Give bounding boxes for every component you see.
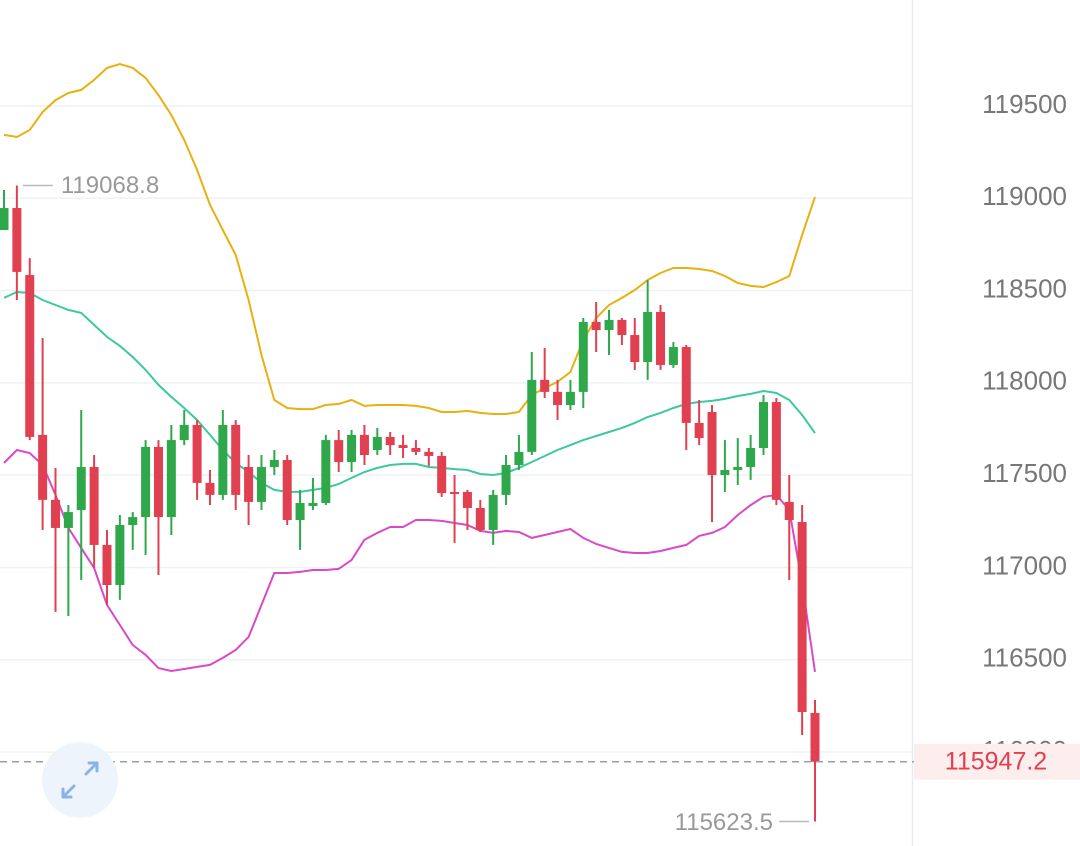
- y-tick-label: 118500: [982, 273, 1067, 303]
- candle-body: [38, 434, 48, 500]
- candle-body: [359, 434, 369, 456]
- candle-body: [681, 347, 691, 423]
- candle-body: [141, 446, 151, 518]
- candle-body: [205, 482, 215, 495]
- candle-body: [50, 499, 60, 528]
- candle-body: [308, 503, 318, 506]
- expand-button[interactable]: [42, 742, 118, 818]
- candle-body: [514, 451, 524, 465]
- candle-body: [501, 464, 511, 495]
- candle-body: [102, 544, 112, 585]
- y-tick-label: 119000: [982, 181, 1067, 211]
- candle-body: [282, 460, 292, 521]
- candle-body: [553, 391, 563, 406]
- candle-body: [321, 440, 331, 504]
- candle-body: [810, 712, 820, 762]
- last-price-label: 115947.2: [945, 747, 1047, 775]
- candle-body: [347, 434, 357, 463]
- expand-button-bg[interactable]: [42, 742, 118, 818]
- candle-body: [475, 508, 485, 530]
- candle-body: [604, 319, 614, 331]
- expand-icon[interactable]: [61, 761, 99, 799]
- low-label: 115623.5: [675, 809, 773, 836]
- candle-body: [540, 379, 550, 392]
- candle-body: [12, 208, 22, 272]
- candle-body: [759, 402, 769, 449]
- annotations: 115947.2 119068.8 115623.5: [0, 172, 1080, 836]
- y-tick-label: 118000: [982, 366, 1067, 396]
- grid: 1160001165001170001175001180001185001190…: [0, 89, 1067, 765]
- candle-body: [128, 517, 138, 525]
- candle-body: [269, 460, 279, 468]
- y-tick-label: 117000: [982, 550, 1067, 580]
- candle-body: [153, 446, 163, 518]
- candle-body: [591, 321, 601, 331]
- candle-body: [707, 412, 717, 475]
- candle-body: [656, 311, 666, 365]
- candle-body: [488, 494, 498, 530]
- last-price-tag: [914, 743, 1080, 780]
- candle-body: [424, 451, 434, 456]
- band-line: [3, 448, 816, 673]
- candle-body: [450, 491, 460, 494]
- y-tick-label: 116500: [982, 643, 1067, 673]
- candle-body: [462, 491, 472, 509]
- candle-body: [385, 436, 395, 446]
- candles: [0, 185, 820, 822]
- candle-body: [192, 424, 202, 483]
- candle-body: [720, 469, 730, 475]
- candle-body: [0, 208, 9, 231]
- candle-body: [617, 319, 627, 336]
- candle-body: [746, 448, 756, 468]
- bands: [3, 63, 816, 673]
- candle-body: [166, 440, 176, 518]
- candle-body: [218, 424, 228, 495]
- candle-body: [295, 503, 305, 521]
- band-line: [3, 63, 816, 415]
- candle-body: [784, 501, 794, 521]
- candle-body: [578, 321, 588, 392]
- candle-body: [256, 467, 266, 502]
- candle-body: [89, 467, 99, 545]
- candle-body: [25, 275, 35, 437]
- candle-body: [179, 424, 189, 441]
- candle-body: [797, 522, 807, 712]
- candle-body: [643, 311, 653, 362]
- candle-body: [76, 467, 86, 511]
- band-line: [3, 290, 816, 493]
- candle-body: [565, 391, 575, 406]
- candle-body: [115, 524, 125, 585]
- candle-body: [437, 455, 447, 494]
- candle-body: [244, 467, 254, 502]
- y-tick-label: 117500: [982, 458, 1067, 488]
- candle-body: [231, 424, 241, 495]
- candle-body: [398, 445, 408, 449]
- candle-body: [411, 448, 421, 452]
- candle-body: [527, 379, 537, 452]
- y-tick-label: 119500: [982, 89, 1067, 119]
- candle-body: [694, 422, 704, 439]
- candle-body: [63, 512, 73, 528]
- candle-body: [630, 335, 640, 362]
- candle-body: [771, 402, 781, 500]
- high-label: 119068.8: [61, 172, 159, 199]
- candle-body: [733, 467, 743, 470]
- candle-body: [372, 436, 382, 451]
- candle-body: [668, 347, 678, 365]
- candle-body: [334, 440, 344, 463]
